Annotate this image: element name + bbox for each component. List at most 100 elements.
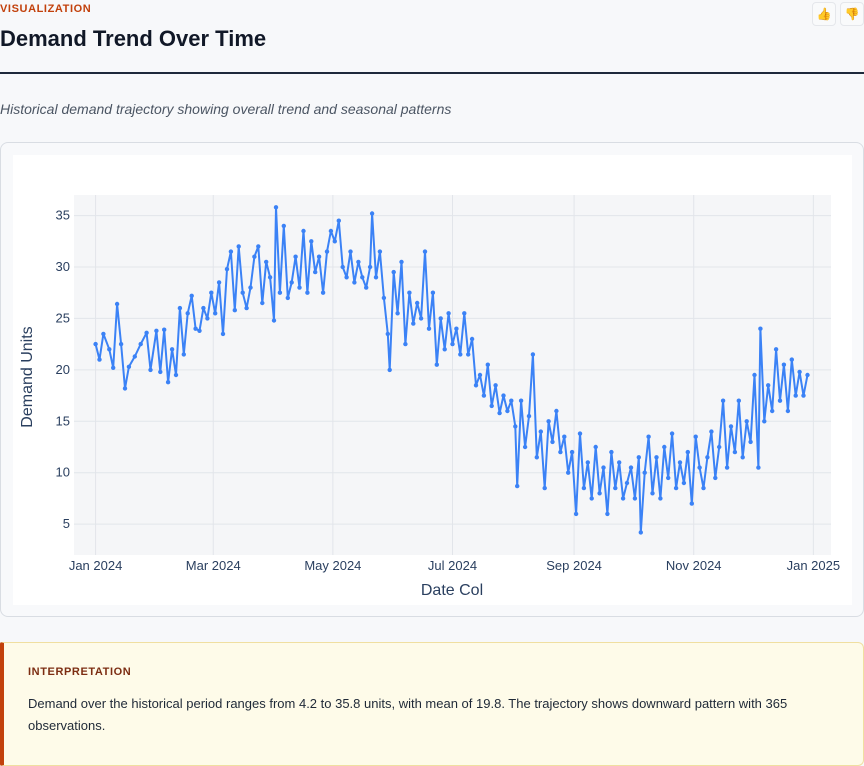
data-point[interactable] xyxy=(558,449,563,455)
data-point[interactable] xyxy=(573,511,579,517)
data-point[interactable] xyxy=(232,308,237,313)
data-point[interactable] xyxy=(801,393,806,398)
data-point[interactable] xyxy=(271,318,277,323)
data-point[interactable] xyxy=(144,330,149,335)
data-point[interactable] xyxy=(522,444,528,450)
data-point[interactable] xyxy=(256,244,261,249)
data-point[interactable] xyxy=(415,300,420,306)
data-point[interactable] xyxy=(138,341,143,347)
data-point[interactable] xyxy=(450,341,455,347)
data-point[interactable] xyxy=(260,300,265,306)
demand-line-chart[interactable]: Jan 2024 Mar 2024 May 2024 Jul 2024 Sep 2024… xyxy=(13,155,852,605)
data-point[interactable] xyxy=(542,485,547,491)
data-point[interactable] xyxy=(477,372,483,378)
data-point[interactable] xyxy=(693,434,698,439)
data-point[interactable] xyxy=(118,341,124,347)
data-point[interactable] xyxy=(593,444,598,450)
data-point[interactable] xyxy=(518,398,524,403)
data-point[interactable] xyxy=(201,305,206,311)
data-point[interactable] xyxy=(289,280,294,285)
data-point[interactable] xyxy=(189,293,194,298)
data-point[interactable] xyxy=(613,485,618,491)
data-point[interactable] xyxy=(658,496,663,501)
data-point[interactable] xyxy=(748,439,753,445)
data-point[interactable] xyxy=(193,326,198,331)
data-point[interactable] xyxy=(403,341,408,347)
data-point[interactable] xyxy=(728,424,734,429)
data-point[interactable] xyxy=(220,331,226,337)
data-point[interactable] xyxy=(387,367,392,373)
data-point[interactable] xyxy=(228,249,234,254)
data-point[interactable] xyxy=(352,280,357,285)
data-point[interactable] xyxy=(297,285,302,290)
data-point[interactable] xyxy=(736,398,741,403)
data-point[interactable] xyxy=(585,460,590,465)
data-point[interactable] xyxy=(385,331,390,337)
data-point[interactable] xyxy=(609,449,614,455)
data-point[interactable] xyxy=(122,386,128,391)
data-point[interactable] xyxy=(267,275,273,280)
data-point[interactable] xyxy=(589,496,594,501)
data-point[interactable] xyxy=(646,434,651,439)
data-point[interactable] xyxy=(240,290,245,295)
data-point[interactable] xyxy=(422,249,428,254)
data-point[interactable] xyxy=(309,239,314,244)
data-point[interactable] xyxy=(473,383,479,388)
data-point[interactable] xyxy=(785,408,791,414)
data-point[interactable] xyxy=(264,259,269,265)
data-point[interactable] xyxy=(509,398,514,403)
data-point[interactable] xyxy=(762,419,767,424)
data-point[interactable] xyxy=(248,285,253,290)
data-point[interactable] xyxy=(673,485,679,491)
data-point[interactable] xyxy=(534,455,539,460)
data-point[interactable] xyxy=(418,316,424,321)
data-point[interactable] xyxy=(430,290,436,295)
data-point[interactable] xyxy=(720,398,726,403)
data-point[interactable] xyxy=(485,362,490,367)
data-point[interactable] xyxy=(162,327,167,332)
data-point[interactable] xyxy=(158,369,163,375)
data-point[interactable] xyxy=(320,290,326,295)
data-point[interactable] xyxy=(426,326,432,331)
data-point[interactable] xyxy=(216,280,222,285)
data-point[interactable] xyxy=(677,460,683,465)
data-point[interactable] xyxy=(185,311,190,316)
data-point[interactable] xyxy=(562,434,567,439)
data-point[interactable] xyxy=(281,223,286,229)
data-point[interactable] xyxy=(666,475,671,481)
data-point[interactable] xyxy=(466,352,471,357)
data-point[interactable] xyxy=(293,254,298,259)
data-point[interactable] xyxy=(697,465,702,470)
data-point[interactable] xyxy=(744,419,749,424)
data-point[interactable] xyxy=(724,465,730,470)
data-point[interactable] xyxy=(454,326,459,331)
data-point[interactable] xyxy=(654,455,659,460)
data-point[interactable] xyxy=(493,383,498,388)
data-point[interactable] xyxy=(381,295,387,301)
data-point[interactable] xyxy=(177,305,183,311)
data-point[interactable] xyxy=(569,449,575,455)
data-point[interactable] xyxy=(766,383,771,388)
data-point[interactable] xyxy=(344,275,349,280)
data-point[interactable] xyxy=(636,455,641,460)
data-point[interactable] xyxy=(277,290,283,295)
data-point[interactable] xyxy=(348,249,353,254)
data-point[interactable] xyxy=(793,393,798,398)
data-point[interactable] xyxy=(434,362,439,367)
data-point[interactable] xyxy=(126,364,132,369)
data-point[interactable] xyxy=(756,465,761,470)
data-point[interactable] xyxy=(328,228,334,234)
data-point[interactable] xyxy=(407,290,412,295)
data-point[interactable] xyxy=(515,483,520,489)
data-point[interactable] xyxy=(689,501,694,506)
data-point[interactable] xyxy=(526,413,532,419)
data-point[interactable] xyxy=(411,321,416,326)
data-point[interactable] xyxy=(197,328,202,333)
data-point[interactable] xyxy=(305,290,310,295)
data-point[interactable] xyxy=(620,496,626,501)
data-point[interactable] xyxy=(369,211,375,216)
data-point[interactable] xyxy=(577,431,583,436)
data-point[interactable] xyxy=(93,341,98,347)
thumbs-down-button[interactable]: 👎 xyxy=(840,2,864,26)
data-point[interactable] xyxy=(373,275,379,280)
